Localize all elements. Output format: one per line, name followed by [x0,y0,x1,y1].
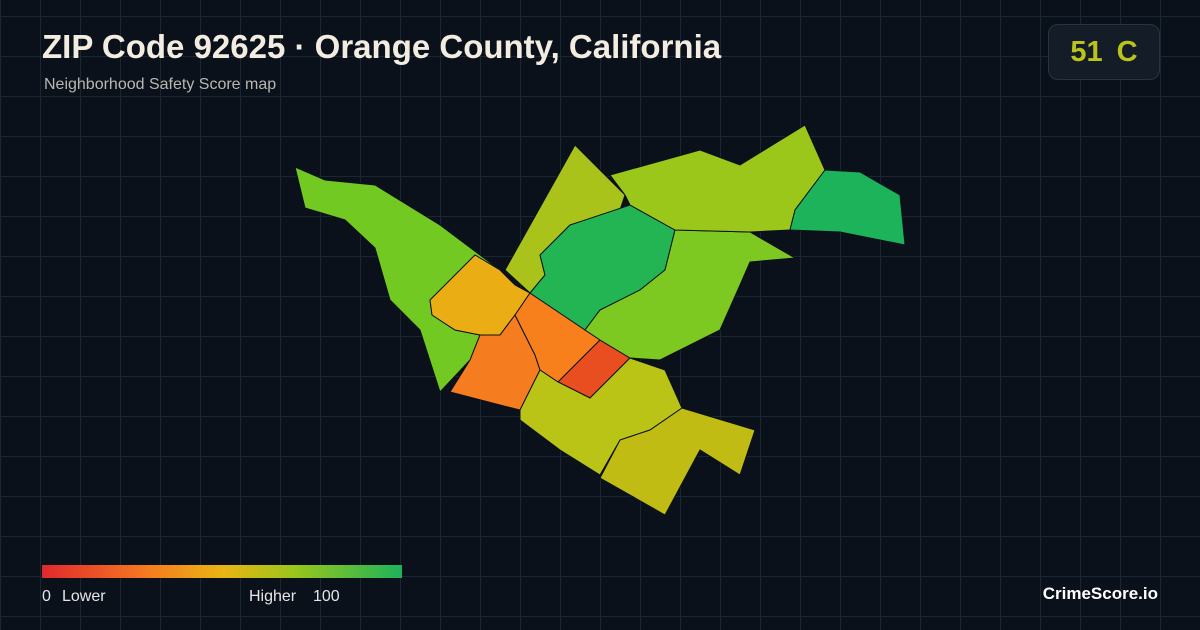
score: 51 [1070,35,1103,68]
legend-max-label: Higher [249,588,297,605]
legend-min-label: Lower [62,588,106,605]
legend-max: 100 [313,588,340,605]
grade: C [1116,35,1138,68]
legend-gradient [42,565,402,578]
subtitle: Neighborhood Safety Score map [44,76,277,93]
region [584,229,797,361]
region [599,407,756,516]
score-badge: 51 C [1048,24,1160,80]
title: ZIP Code 92625 · Orange County, Californ… [42,28,722,65]
legend-min: 0 [42,588,51,605]
region [789,169,906,246]
brand: CrimeScore.io [1042,584,1158,603]
